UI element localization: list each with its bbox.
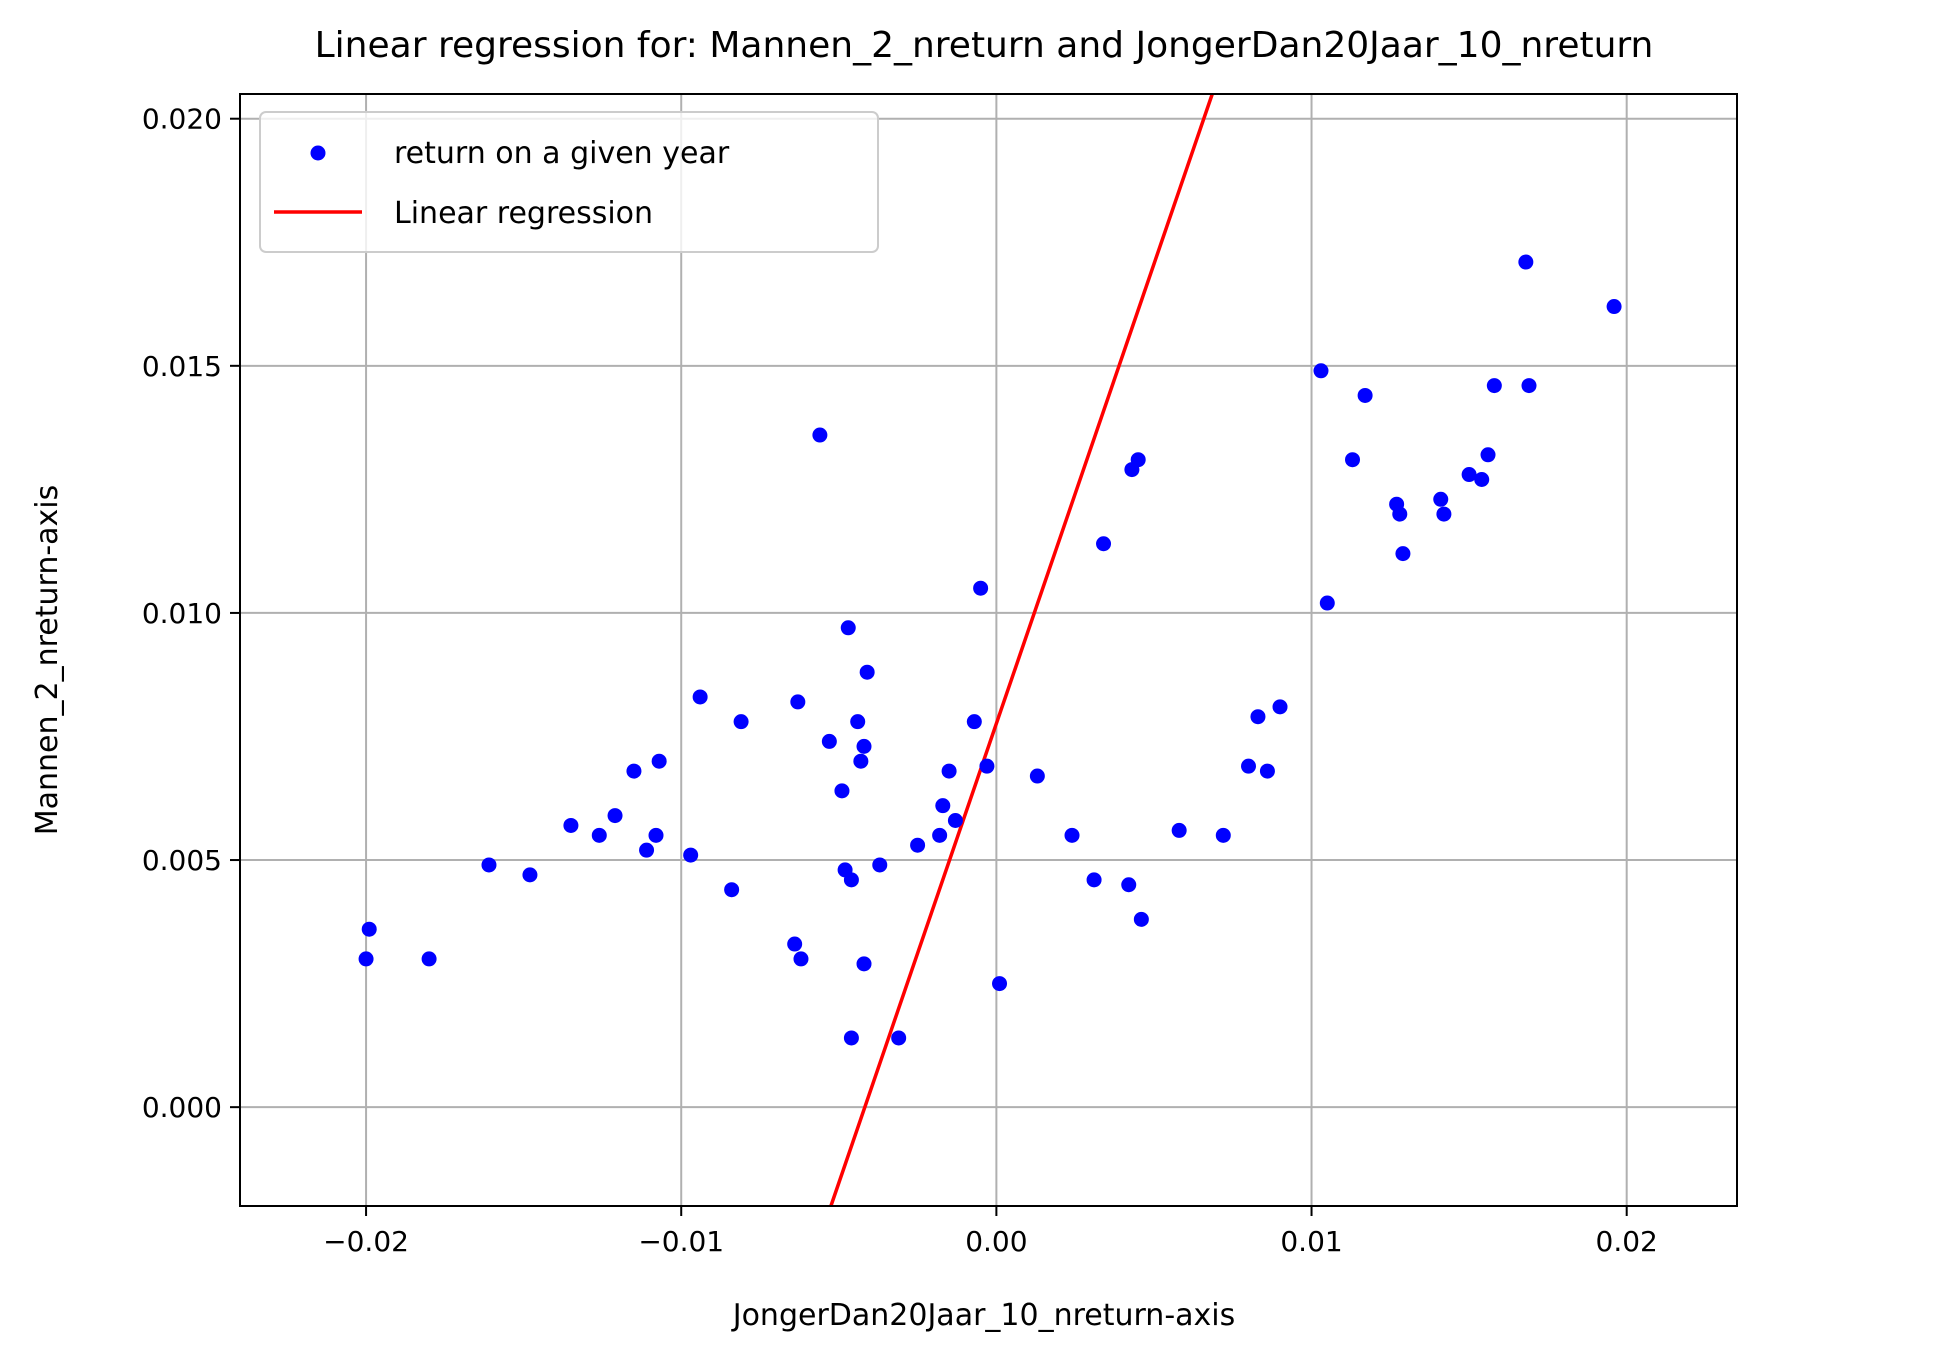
data-point [935, 798, 951, 814]
y-tick-label: 0.005 [142, 844, 222, 877]
data-point [790, 694, 806, 710]
data-point [1121, 877, 1137, 893]
data-point [872, 857, 888, 873]
x-axis-label: JongerDan20Jaar_10_nreturn-axis [731, 1298, 1236, 1333]
data-point [979, 758, 995, 774]
data-point [1606, 299, 1622, 315]
x-tick-label: −0.02 [323, 1225, 409, 1258]
data-point [591, 827, 607, 843]
regression-line [829, 94, 1214, 1206]
data-point [910, 837, 926, 853]
legend-label-scatter: return on a given year [394, 136, 730, 171]
data-point [992, 976, 1008, 992]
data-point [1357, 387, 1373, 403]
y-axis-label: Mannen_2_nreturn-axis [30, 485, 65, 836]
data-point [821, 733, 837, 749]
data-point [856, 956, 872, 972]
data-point [522, 867, 538, 883]
data-point [1392, 506, 1408, 522]
data-point [692, 689, 708, 705]
x-tick-label: 0.00 [965, 1225, 1027, 1258]
data-point [1521, 378, 1537, 394]
x-tick-label: −0.01 [638, 1225, 724, 1258]
data-point [1480, 447, 1496, 463]
data-point [853, 753, 869, 769]
data-point [1130, 452, 1146, 468]
data-point [843, 872, 859, 888]
data-point [859, 664, 875, 680]
data-point [1086, 872, 1102, 888]
data-point [481, 857, 497, 873]
data-point [1064, 827, 1080, 843]
data-point [1133, 911, 1149, 927]
data-point [843, 1030, 859, 1046]
data-point [812, 427, 828, 443]
data-point [1215, 827, 1231, 843]
regression-layer [829, 94, 1214, 1206]
chart-title: Linear regression for: Mannen_2_nreturn … [315, 25, 1654, 66]
data-point [1319, 595, 1335, 611]
legend-box [259, 111, 879, 253]
data-point [793, 951, 809, 967]
data-point [1029, 768, 1045, 784]
x-tick-label: 0.02 [1596, 1225, 1658, 1258]
data-point [1433, 491, 1449, 507]
data-point [850, 714, 866, 730]
y-tick-label: 0.000 [142, 1091, 222, 1124]
data-point [1474, 471, 1490, 487]
data-points-layer [358, 254, 1622, 1046]
data-point [1486, 378, 1502, 394]
data-point [683, 847, 699, 863]
data-point [651, 753, 667, 769]
data-point [1345, 452, 1361, 468]
legend: return on a given year Linear regression [259, 111, 879, 253]
x-tick-label: 0.01 [1280, 1225, 1342, 1258]
data-point [1436, 506, 1452, 522]
data-point [973, 580, 989, 596]
data-point [1250, 709, 1266, 725]
data-point [1272, 699, 1288, 715]
data-point [1461, 467, 1477, 483]
legend-label-line: Linear regression [394, 196, 653, 231]
data-point [966, 714, 982, 730]
data-point [1096, 536, 1112, 552]
data-point [840, 620, 856, 636]
y-tick-label: 0.015 [142, 350, 222, 383]
data-point [648, 827, 664, 843]
data-point [947, 813, 963, 829]
data-point [932, 827, 948, 843]
data-point [1171, 822, 1187, 838]
data-point [1259, 763, 1275, 779]
data-point [1395, 546, 1411, 562]
data-point [1241, 758, 1257, 774]
data-point [856, 738, 872, 754]
y-tick-label: 0.010 [142, 597, 222, 630]
data-point [607, 808, 623, 824]
data-point [724, 882, 740, 898]
data-point [421, 951, 437, 967]
data-point [358, 951, 374, 967]
legend-marker-scatter [310, 145, 326, 161]
data-point [891, 1030, 907, 1046]
data-point [361, 921, 377, 937]
data-point [563, 817, 579, 833]
data-point [1313, 363, 1329, 379]
y-tick-label: 0.020 [142, 103, 222, 136]
axes-layer: −0.02 −0.01 0.00 0.01 0.02 0.000 0.005 0.010 0.0… [142, 93, 1738, 1258]
data-point [1518, 254, 1534, 270]
data-point [639, 842, 655, 858]
plot-frame [239, 93, 1738, 1207]
grid-layer [240, 94, 1737, 1206]
data-point [834, 783, 850, 799]
data-point [626, 763, 642, 779]
data-point [733, 714, 749, 730]
data-point [787, 936, 803, 952]
data-point [941, 763, 957, 779]
